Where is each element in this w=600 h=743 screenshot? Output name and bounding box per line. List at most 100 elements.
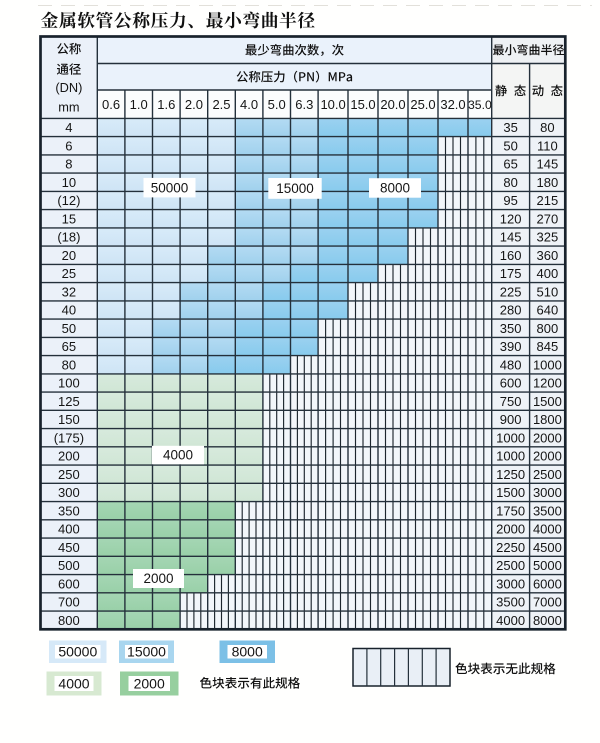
svg-text:350: 350: [58, 503, 80, 518]
svg-text:2250: 2250: [496, 540, 525, 555]
svg-text:110: 110: [537, 139, 558, 154]
svg-text:8: 8: [65, 157, 72, 172]
svg-text:400: 400: [537, 266, 559, 281]
svg-text:80: 80: [540, 120, 554, 135]
svg-text:4.0: 4.0: [240, 97, 258, 112]
svg-text:25.0: 25.0: [410, 97, 435, 112]
svg-text:180: 180: [537, 175, 559, 190]
svg-text:1.6: 1.6: [157, 97, 175, 112]
svg-text:125: 125: [58, 394, 80, 409]
svg-text:145: 145: [537, 157, 559, 172]
svg-text:325: 325: [537, 230, 559, 245]
svg-text:50: 50: [62, 321, 76, 336]
svg-text:20: 20: [62, 248, 76, 263]
svg-text:65: 65: [503, 157, 517, 172]
svg-text:270: 270: [537, 212, 559, 227]
svg-text:5000: 5000: [533, 558, 562, 573]
svg-text:390: 390: [500, 339, 522, 354]
svg-text:2000: 2000: [533, 449, 562, 464]
svg-text:80: 80: [503, 175, 517, 190]
svg-text:80: 80: [62, 357, 76, 372]
svg-text:2.5: 2.5: [212, 97, 230, 112]
svg-text:(DN): (DN): [55, 80, 82, 95]
svg-text:4500: 4500: [533, 540, 562, 555]
svg-text:2000: 2000: [533, 430, 562, 445]
svg-text:900: 900: [500, 412, 522, 427]
svg-text:1.0: 1.0: [130, 97, 148, 112]
svg-text:4: 4: [65, 120, 72, 135]
svg-text:750: 750: [500, 394, 522, 409]
svg-text:510: 510: [537, 284, 559, 299]
svg-text:8000: 8000: [533, 613, 562, 628]
svg-text:8000: 8000: [232, 644, 263, 660]
svg-text:1200: 1200: [533, 376, 562, 391]
svg-text:2000: 2000: [143, 571, 173, 586]
svg-text:640: 640: [537, 303, 559, 318]
svg-text:2000: 2000: [496, 522, 525, 537]
svg-text:1800: 1800: [533, 412, 562, 427]
svg-text:32.0: 32.0: [440, 97, 465, 112]
svg-text:3500: 3500: [496, 595, 525, 610]
svg-text:360: 360: [537, 248, 559, 263]
svg-text:15000: 15000: [127, 644, 166, 660]
svg-text:700: 700: [58, 595, 80, 610]
svg-text:300: 300: [58, 485, 80, 500]
svg-text:1750: 1750: [496, 503, 525, 518]
svg-text:3000: 3000: [496, 576, 525, 591]
svg-text:2500: 2500: [496, 558, 525, 573]
svg-text:15: 15: [62, 212, 76, 227]
svg-text:35.0: 35.0: [468, 98, 492, 112]
svg-text:350: 350: [500, 321, 522, 336]
svg-text:1500: 1500: [496, 485, 525, 500]
svg-text:480: 480: [500, 357, 522, 372]
svg-text:6.3: 6.3: [295, 97, 313, 112]
svg-text:0.6: 0.6: [102, 97, 120, 112]
svg-text:400: 400: [58, 522, 80, 537]
svg-text:7000: 7000: [533, 595, 562, 610]
svg-text:280: 280: [500, 303, 522, 318]
svg-text:50000: 50000: [151, 180, 189, 195]
svg-text:1000: 1000: [533, 357, 562, 372]
svg-text:200: 200: [58, 449, 80, 464]
svg-text:3500: 3500: [533, 503, 562, 518]
svg-text:250: 250: [58, 467, 80, 482]
svg-text:160: 160: [500, 248, 522, 263]
svg-text:4000: 4000: [163, 448, 193, 463]
svg-text:215: 215: [537, 193, 559, 208]
svg-text:95: 95: [503, 193, 517, 208]
svg-text:1500: 1500: [533, 394, 562, 409]
svg-text:10: 10: [62, 175, 76, 190]
svg-text:120: 120: [500, 212, 522, 227]
svg-text:1000: 1000: [496, 430, 525, 445]
svg-text:8000: 8000: [380, 181, 410, 196]
svg-text:4000: 4000: [58, 675, 89, 691]
svg-text:800: 800: [58, 613, 80, 628]
svg-text:15000: 15000: [276, 181, 314, 196]
svg-text:100: 100: [58, 376, 80, 391]
svg-text:1250: 1250: [496, 467, 525, 482]
svg-text:25: 25: [62, 266, 76, 281]
svg-text:450: 450: [58, 540, 80, 555]
svg-text:175: 175: [500, 266, 522, 281]
svg-text:35: 35: [503, 120, 517, 135]
svg-text:50: 50: [503, 139, 517, 154]
svg-text:845: 845: [537, 339, 559, 354]
svg-text:4000: 4000: [496, 613, 525, 628]
svg-text:(18): (18): [57, 230, 80, 245]
svg-text:6: 6: [65, 139, 72, 154]
svg-text:145: 145: [500, 230, 522, 245]
svg-text:32: 32: [62, 284, 76, 299]
svg-text:6000: 6000: [533, 576, 562, 591]
svg-text:5.0: 5.0: [268, 97, 286, 112]
svg-text:40: 40: [62, 303, 76, 318]
svg-text:3000: 3000: [533, 485, 562, 500]
svg-text:500: 500: [58, 558, 80, 573]
svg-text:1000: 1000: [496, 449, 525, 464]
svg-text:20.0: 20.0: [380, 97, 405, 112]
svg-text:150: 150: [58, 412, 80, 427]
svg-text:2500: 2500: [533, 467, 562, 482]
svg-text:(12): (12): [57, 193, 80, 208]
svg-text:10.0: 10.0: [320, 97, 345, 112]
svg-text:(175): (175): [54, 430, 84, 445]
svg-text:15.0: 15.0: [350, 97, 375, 112]
